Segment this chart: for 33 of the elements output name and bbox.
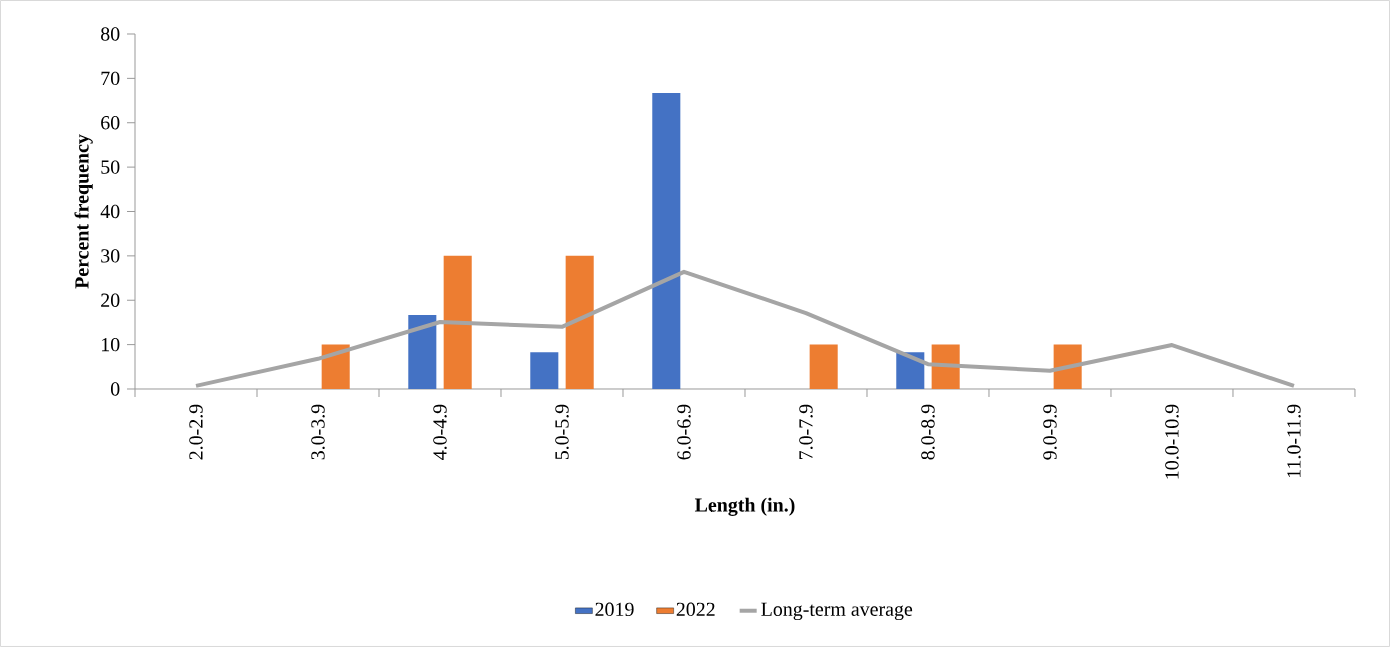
y-tick-label: 40 <box>100 204 120 219</box>
x-tick-label: 10.0-10.9 <box>1165 404 1179 479</box>
x-tick-label: 6.0-6.9 <box>677 404 691 460</box>
legend-label: 2022 <box>676 602 715 617</box>
bar <box>565 255 594 389</box>
y-tick-label: 60 <box>101 116 120 130</box>
bar <box>931 344 960 389</box>
y-axis-title: Percent frequency <box>74 134 93 289</box>
y-tick-label: 80 <box>101 27 120 41</box>
bar <box>443 255 472 389</box>
x-tick-label: 7.0-7.9 <box>799 404 813 459</box>
x-tick-label: 8.0-8.9 <box>921 404 935 460</box>
legend-label: Long-term average <box>761 602 913 621</box>
bar <box>530 352 559 389</box>
y-tick-label: 30 <box>101 249 120 263</box>
y-tick-label: 0 <box>110 382 120 396</box>
legend-label: 2019 <box>595 602 634 617</box>
bar <box>652 93 681 389</box>
bar <box>809 344 838 389</box>
y-tick-label: 10 <box>102 337 120 352</box>
bar <box>1053 344 1082 389</box>
y-tick-label: 70 <box>101 71 120 86</box>
x-tick-label: 2.0-2.9 <box>189 404 203 460</box>
x-tick-label: 4.0-4.9 <box>433 404 447 460</box>
bar <box>321 344 350 389</box>
x-tick-label: 5.0-5.9 <box>555 404 569 460</box>
y-tick-label: 50 <box>101 160 120 174</box>
y-tick-label: 20 <box>101 293 120 307</box>
x-tick-label: 9.0-9.9 <box>1043 404 1057 460</box>
x-tick-label: 3.0-3.9 <box>311 404 325 460</box>
bar <box>408 314 437 389</box>
x-axis-title: Length (in.) <box>694 497 795 516</box>
x-tick-label: 11.0-11.9 <box>1287 404 1301 477</box>
